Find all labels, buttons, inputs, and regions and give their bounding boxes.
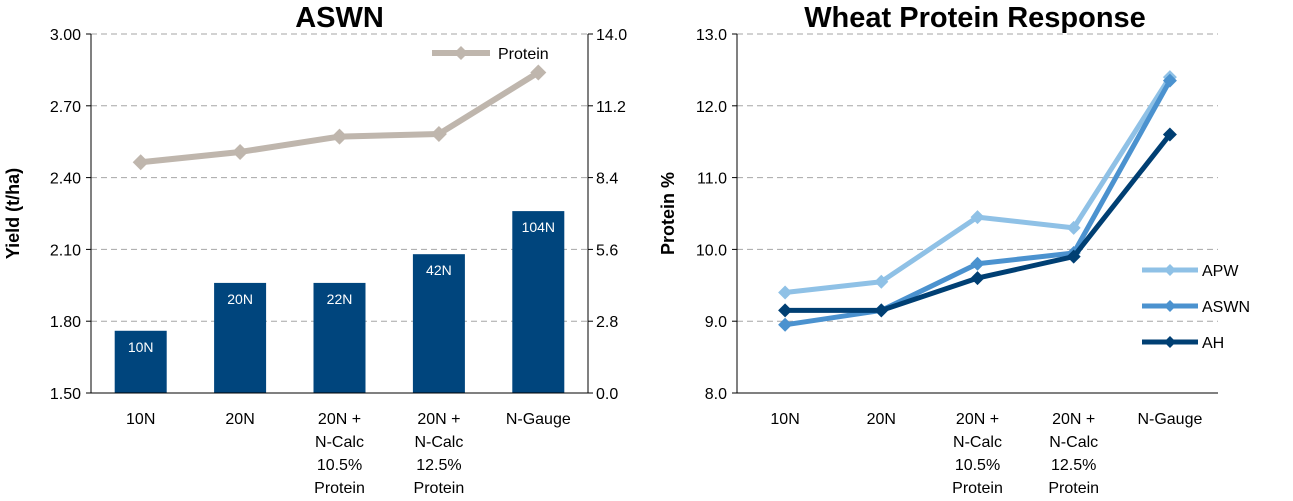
series-point [331,128,348,145]
x-tick-label: Protein [1048,480,1099,497]
bar [114,330,167,393]
bar-data-label: 10N [128,339,154,355]
legend-label: APW [1202,263,1239,280]
chart-title: ASWN [295,2,384,34]
y2-tick-label: 14.0 [596,27,627,44]
series-point [1162,127,1177,142]
protein-chart-panel: Wheat Protein Response 8.0 9.0 10.0 11.0 12.0… [650,0,1293,501]
x-tick-label: 20N [867,411,896,428]
protein-chart: Wheat Protein Response 8.0 9.0 10.0 11.0 12.0… [658,2,1250,497]
legend-marker [1164,264,1176,276]
bar-data-label: 104N [522,219,555,235]
series-point [970,210,985,225]
series-point [874,274,889,289]
series-point [132,154,149,171]
x-tick-label: 10.5% [955,457,1000,474]
y-tick-label: 10.0 [696,242,727,259]
bar [214,282,267,393]
y2-tick-label: 8.4 [596,171,618,188]
bar [512,211,565,393]
bar-data-label: 42N [426,262,452,278]
aswn-chart-panel: ASWN 1.50 1.80 2.10 2.40 2.70 3.00 0.0 2.8 5.6 8.4… [0,0,640,501]
bar [412,254,465,393]
x-tick-label: Protein [414,480,465,497]
series-point [530,64,547,81]
x-tick-label: 10N [770,411,799,428]
series-point [778,317,793,332]
y-tick-label: 13.0 [696,27,727,44]
x-tick-label: 20N + [318,411,361,428]
aswn-chart: ASWN 1.50 1.80 2.10 2.40 2.70 3.00 0.0 2.8 5.6 8.4… [3,2,627,497]
legend-marker [454,46,468,60]
x-tick-label: 10.5% [317,457,362,474]
x-tick-label: 20N + [1052,411,1095,428]
legend-marker [1164,300,1176,312]
x-tick-label: 12.5% [416,457,461,474]
x-tick-label: Protein [314,480,365,497]
bar-data-label: 22N [327,291,353,307]
y-tick-label: 1.80 [50,314,81,331]
series-point [970,256,985,271]
y-tick-label: 2.40 [50,171,81,188]
y-tick-label: 8.0 [705,386,727,403]
y-tick-label: 1.50 [50,386,81,403]
series-point [1066,249,1081,264]
legend-label: AH [1202,335,1224,352]
series-point [874,303,889,318]
y-tick-label: 12.0 [696,99,727,116]
bar [313,282,366,393]
legend-label: Protein [498,46,549,63]
series-point [1162,73,1177,88]
x-tick-label: N-Gauge [506,411,571,428]
y2-tick-label: 0.0 [596,386,618,403]
series-point [970,271,985,286]
x-tick-label: N-Calc [315,434,364,451]
y-tick-label: 9.0 [705,314,727,331]
x-tick-label: N-Calc [414,434,463,451]
series-point [1066,220,1081,235]
legend-marker [1164,336,1176,348]
x-tick-label: 20N [225,411,254,428]
x-tick-label: N-Calc [953,434,1002,451]
y2-tick-label: 11.2 [596,99,626,116]
y2-tick-label: 5.6 [596,242,618,259]
y-axis-label: Protein % [658,172,678,255]
x-tick-label: 10N [126,411,155,428]
series-point [778,285,793,300]
y-tick-label: 11.0 [697,171,727,188]
y-tick-label: 2.10 [50,242,81,259]
x-tick-label: Protein [952,480,1003,497]
legend-label: ASWN [1202,299,1250,316]
series-point [778,303,793,318]
bar-data-label: 20N [227,291,253,307]
y-tick-label: 3.00 [50,27,81,44]
series-line-protein [140,69,540,166]
y-axis-label: Yield (t/ha) [3,168,23,259]
chart-title: Wheat Protein Response [804,2,1146,34]
y2-tick-label: 2.8 [596,314,618,331]
series-point [430,126,447,143]
series-point [232,143,249,160]
x-tick-label: N-Calc [1049,434,1098,451]
x-tick-label: N-Gauge [1137,411,1202,428]
x-tick-label: 20N + [956,411,999,428]
y-tick-label: 2.70 [50,99,81,116]
x-tick-label: 20N + [417,411,460,428]
x-tick-label: 12.5% [1051,457,1096,474]
